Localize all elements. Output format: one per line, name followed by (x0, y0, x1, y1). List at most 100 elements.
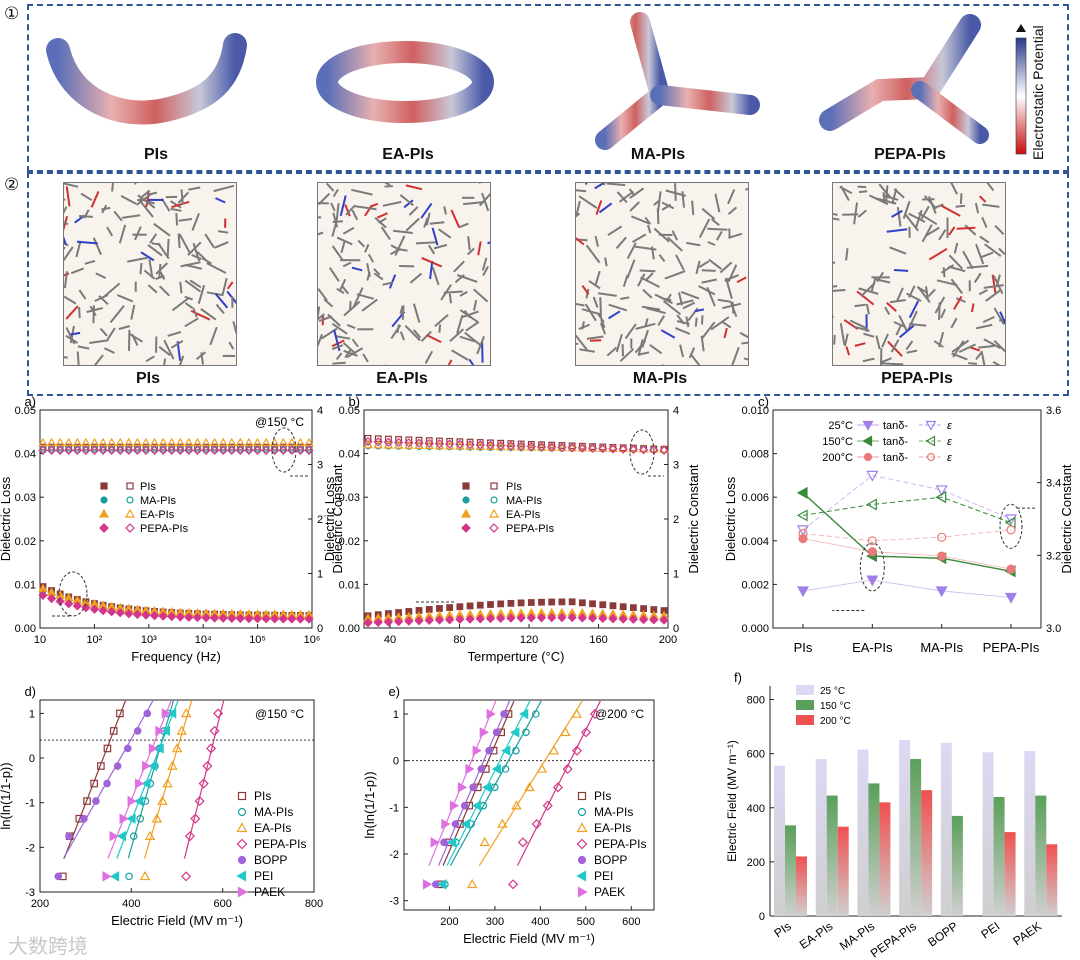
chart-a-constant-point-EA-PIs (175, 437, 186, 447)
chart-c-y2tick-label: 3.2 (1046, 550, 1061, 562)
chart-d-legend-label-PAEK: PAEK (254, 885, 285, 899)
chart-f-legend-swatch-2 (796, 715, 814, 725)
chart-a-loss-point-PEPA-PIs (175, 612, 185, 622)
chart-a-constant-point-PEPA-PIs (124, 445, 134, 455)
chart-a-constant-point-PEPA-PIs (55, 445, 65, 455)
chart-f-bar-200 °C-MA-PIs (879, 802, 891, 916)
chart-d-legend-marker-EA-PIs (236, 822, 248, 833)
ma-pis-molecule-arm (650, 85, 760, 115)
chart-e-point-PEPA-PIs (531, 818, 542, 830)
chart-a-constant-point-PIs (219, 443, 227, 451)
chart-a-y2tick-label: 3 (317, 460, 323, 472)
chart-c-legend-filled-2 (863, 452, 873, 462)
chart-e-xtick-label: 400 (531, 916, 549, 928)
chart-a-loss-point-PEPA-PIs (38, 590, 48, 600)
chart-e-point-MA-PIs (490, 783, 499, 792)
chart-b-loss-point-PEPA-PIs (373, 617, 383, 628)
chart-c-tan-point-200°C (937, 551, 947, 561)
chart-a-constant-point-PEPA-PIs (184, 445, 194, 455)
chart-d-point-BOPP (113, 762, 122, 770)
chart-d-point-MA-PIs (136, 814, 145, 823)
chart-d-point-PIs (109, 727, 118, 735)
chart-a-loss-point-PEPA-PIs (64, 599, 74, 609)
chart-a-constant-point-EA-PIs (252, 437, 263, 447)
chart-c-legend-eps-2: ε (947, 452, 952, 464)
chart-d-legend-label-BOPP: BOPP (254, 853, 287, 867)
chart-c-legend-eps-0: ε (947, 420, 952, 432)
chart-a-loss-point-PEPA-PIs (106, 607, 117, 617)
chart-a-legend-filled-EA-PIs (98, 508, 110, 518)
chart-a-constant-point-PEPA-PIs (89, 445, 100, 455)
chart-b-loss-point-PEPA-PIs (414, 616, 424, 626)
chart-d-point-EA-PIs (157, 795, 168, 805)
chart-e-legend-marker-PAEK (577, 886, 588, 898)
chart-a-constant-point-EA-PIs (218, 437, 229, 447)
chart-d-frame (39, 699, 315, 893)
chart-a-constant-point-PIs (211, 443, 219, 451)
chart-a-constant-point-PIs (82, 443, 90, 451)
chart-d-point-PEPA-PIs (190, 813, 201, 824)
chart-d-point-EA-PIs (151, 813, 163, 823)
chart-a-constant-point-PEPA-PIs (64, 445, 74, 455)
chart-a-panel-label: a) (24, 394, 36, 409)
chart-a-constant-point-EA-PIs (149, 437, 160, 447)
chart-a-legend-label-PEPA-PIs: PEPA-PIs (140, 523, 189, 535)
chart-f-ytick-label: 800 (747, 695, 765, 707)
chart-b-loss-point-PEPA-PIs (383, 617, 394, 627)
chart-a-constant-point-PIs (48, 443, 55, 451)
chart-b-constant-point-PEPA-PIs (587, 443, 598, 453)
chart-a-ytick-label: 0.01 (15, 579, 36, 591)
chart-b-loss-point-PEPA-PIs (618, 614, 628, 624)
chart-d-legend-label-EA-PIs: EA-PIs (254, 821, 291, 835)
chart-f-bar-150 °C-PAEK (1035, 795, 1047, 916)
chart-d-point-PEPA-PIs (198, 778, 209, 789)
chart-b-loss-point-PEPA-PIs (516, 613, 526, 623)
chart-c-legend-tan-0: tanδ- (883, 420, 908, 432)
chart-f-bar-200 °C-PAEK (1046, 844, 1058, 916)
molecule-panel-frame (27, 4, 1069, 172)
chart-d-point-EA-PIs (171, 743, 183, 753)
chart-a-constant-point-EA-PIs (192, 437, 203, 447)
chart-f-legend-swatch-0 (796, 685, 814, 695)
chart-a-ytick-label: 0.04 (15, 449, 36, 461)
chart-a-constant-point-EA-PIs (235, 437, 246, 447)
chart-d-point-PIs (116, 709, 124, 718)
snapshot-panel-frame (27, 172, 1069, 396)
chart-d-point-PEI (134, 795, 144, 807)
chart-a-constant-point-EA-PIs (201, 437, 211, 447)
chart-d-point-BOPP (65, 832, 73, 840)
chart-f-bar-25 °C-BOPP (940, 742, 952, 916)
chart-f-bar-150 °C-EA-PIs (826, 795, 838, 916)
chart-c-ytick-label: 0.002 (741, 579, 769, 591)
chart-b-legend-open-PIs (490, 482, 498, 490)
chart-f-bar-200 °C-PEI (1004, 832, 1016, 916)
chart-a-constant-point-EA-PIs (106, 437, 117, 447)
chart-f-bar-25 °C-PAEK (1024, 750, 1036, 916)
chart-a-loss-point-PEPA-PIs (295, 614, 306, 624)
chart-c-legend-tan-1: tanδ- (883, 436, 908, 448)
chart-f-panel-label: f) (734, 670, 742, 685)
chart-e-point-MA-PIs (522, 728, 530, 737)
chart-b-loss-point-PIs (456, 603, 464, 611)
chart-a-loss-point-PEPA-PIs (244, 613, 254, 624)
chart-b-loss-point-PIs (517, 599, 525, 607)
chart-b-constant-point-PIs (497, 439, 505, 447)
chart-a-constant-point-EA-PIs (226, 437, 237, 447)
chart-e-point-EA-PIs (466, 878, 478, 889)
chart-d-legend-marker-PIs (237, 791, 247, 801)
molecule-label-pis: PIs (143, 146, 168, 163)
chart-f-ylabel: Electric Field (MV m⁻¹) (725, 740, 739, 862)
chart-e-panel-label: e) (388, 684, 400, 699)
chart-b-loss-point-PIs (599, 601, 607, 609)
chart-a-xlabel: Frequency (Hz) (131, 649, 221, 664)
chart-d-point-PIs (83, 797, 91, 805)
chart-a-constant-point-PIs (99, 443, 107, 451)
chart-c-constant-callout (999, 503, 1023, 549)
chart-c-tan-point-200°C (1006, 564, 1016, 574)
chart-b-loss-point-PIs (527, 599, 535, 606)
chart-a-ytick-label: 0.02 (15, 536, 36, 548)
chart-e-fit-line-EA-PIs (478, 700, 583, 866)
chart-b-constant-point-EA-PIs (597, 443, 608, 452)
chart-d-legend-marker-BOPP (237, 855, 247, 865)
chart-a-loss-point-PEPA-PIs (278, 614, 288, 624)
